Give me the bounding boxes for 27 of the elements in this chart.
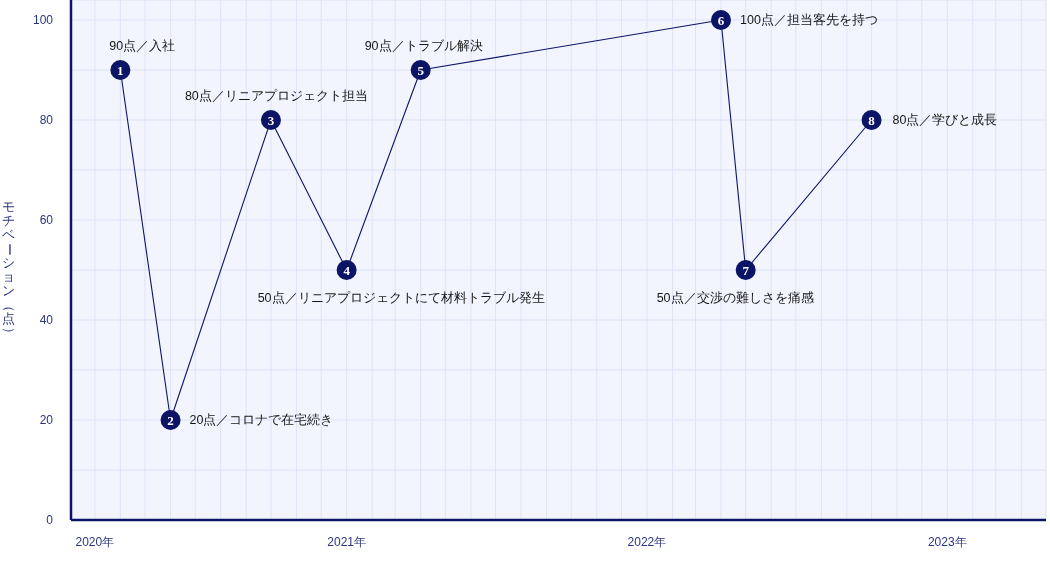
x-tick-label: 2020年 [75,535,115,549]
annotation: 50点／リニアプロジェクトにて材料トラブル発生 [257,291,545,305]
annotation: 1 [117,63,124,78]
annotation: 5 [417,63,425,78]
annotation: 7 [742,263,750,278]
annotation: 2 [167,413,174,428]
y-tick-label: 100 [32,13,54,27]
text: モチベーション（点） [1,199,16,340]
annotation: 80点／学びと成長 [892,113,998,127]
x-tick-label: 2022年 [627,535,667,549]
y-tick-label: 80 [39,113,54,127]
annotation: 90点／トラブル解決 [364,39,483,53]
annotation: 20点／コロナで在宅続き [189,412,334,427]
x-tick-label: 2021年 [327,535,366,549]
annotation: 90点／入社 [109,39,176,53]
y-tick-label: 40 [39,313,54,327]
annotation: 80点／リニアプロジェクト担当 [184,89,368,103]
y-tick-label: 0 [46,513,54,527]
annotation: 100点／担当客先を持つ [740,12,878,27]
x-tick-label: 2023年 [927,535,967,549]
annotation: 3 [267,113,275,128]
y-tick-label: 20 [39,413,54,427]
y-tick-label: 60 [39,213,54,227]
annotation: 6 [717,13,725,28]
annotation: 4 [343,263,351,278]
annotation: 50点／交渉の難しさを痛感 [656,290,814,305]
annotation: 8 [868,113,876,128]
